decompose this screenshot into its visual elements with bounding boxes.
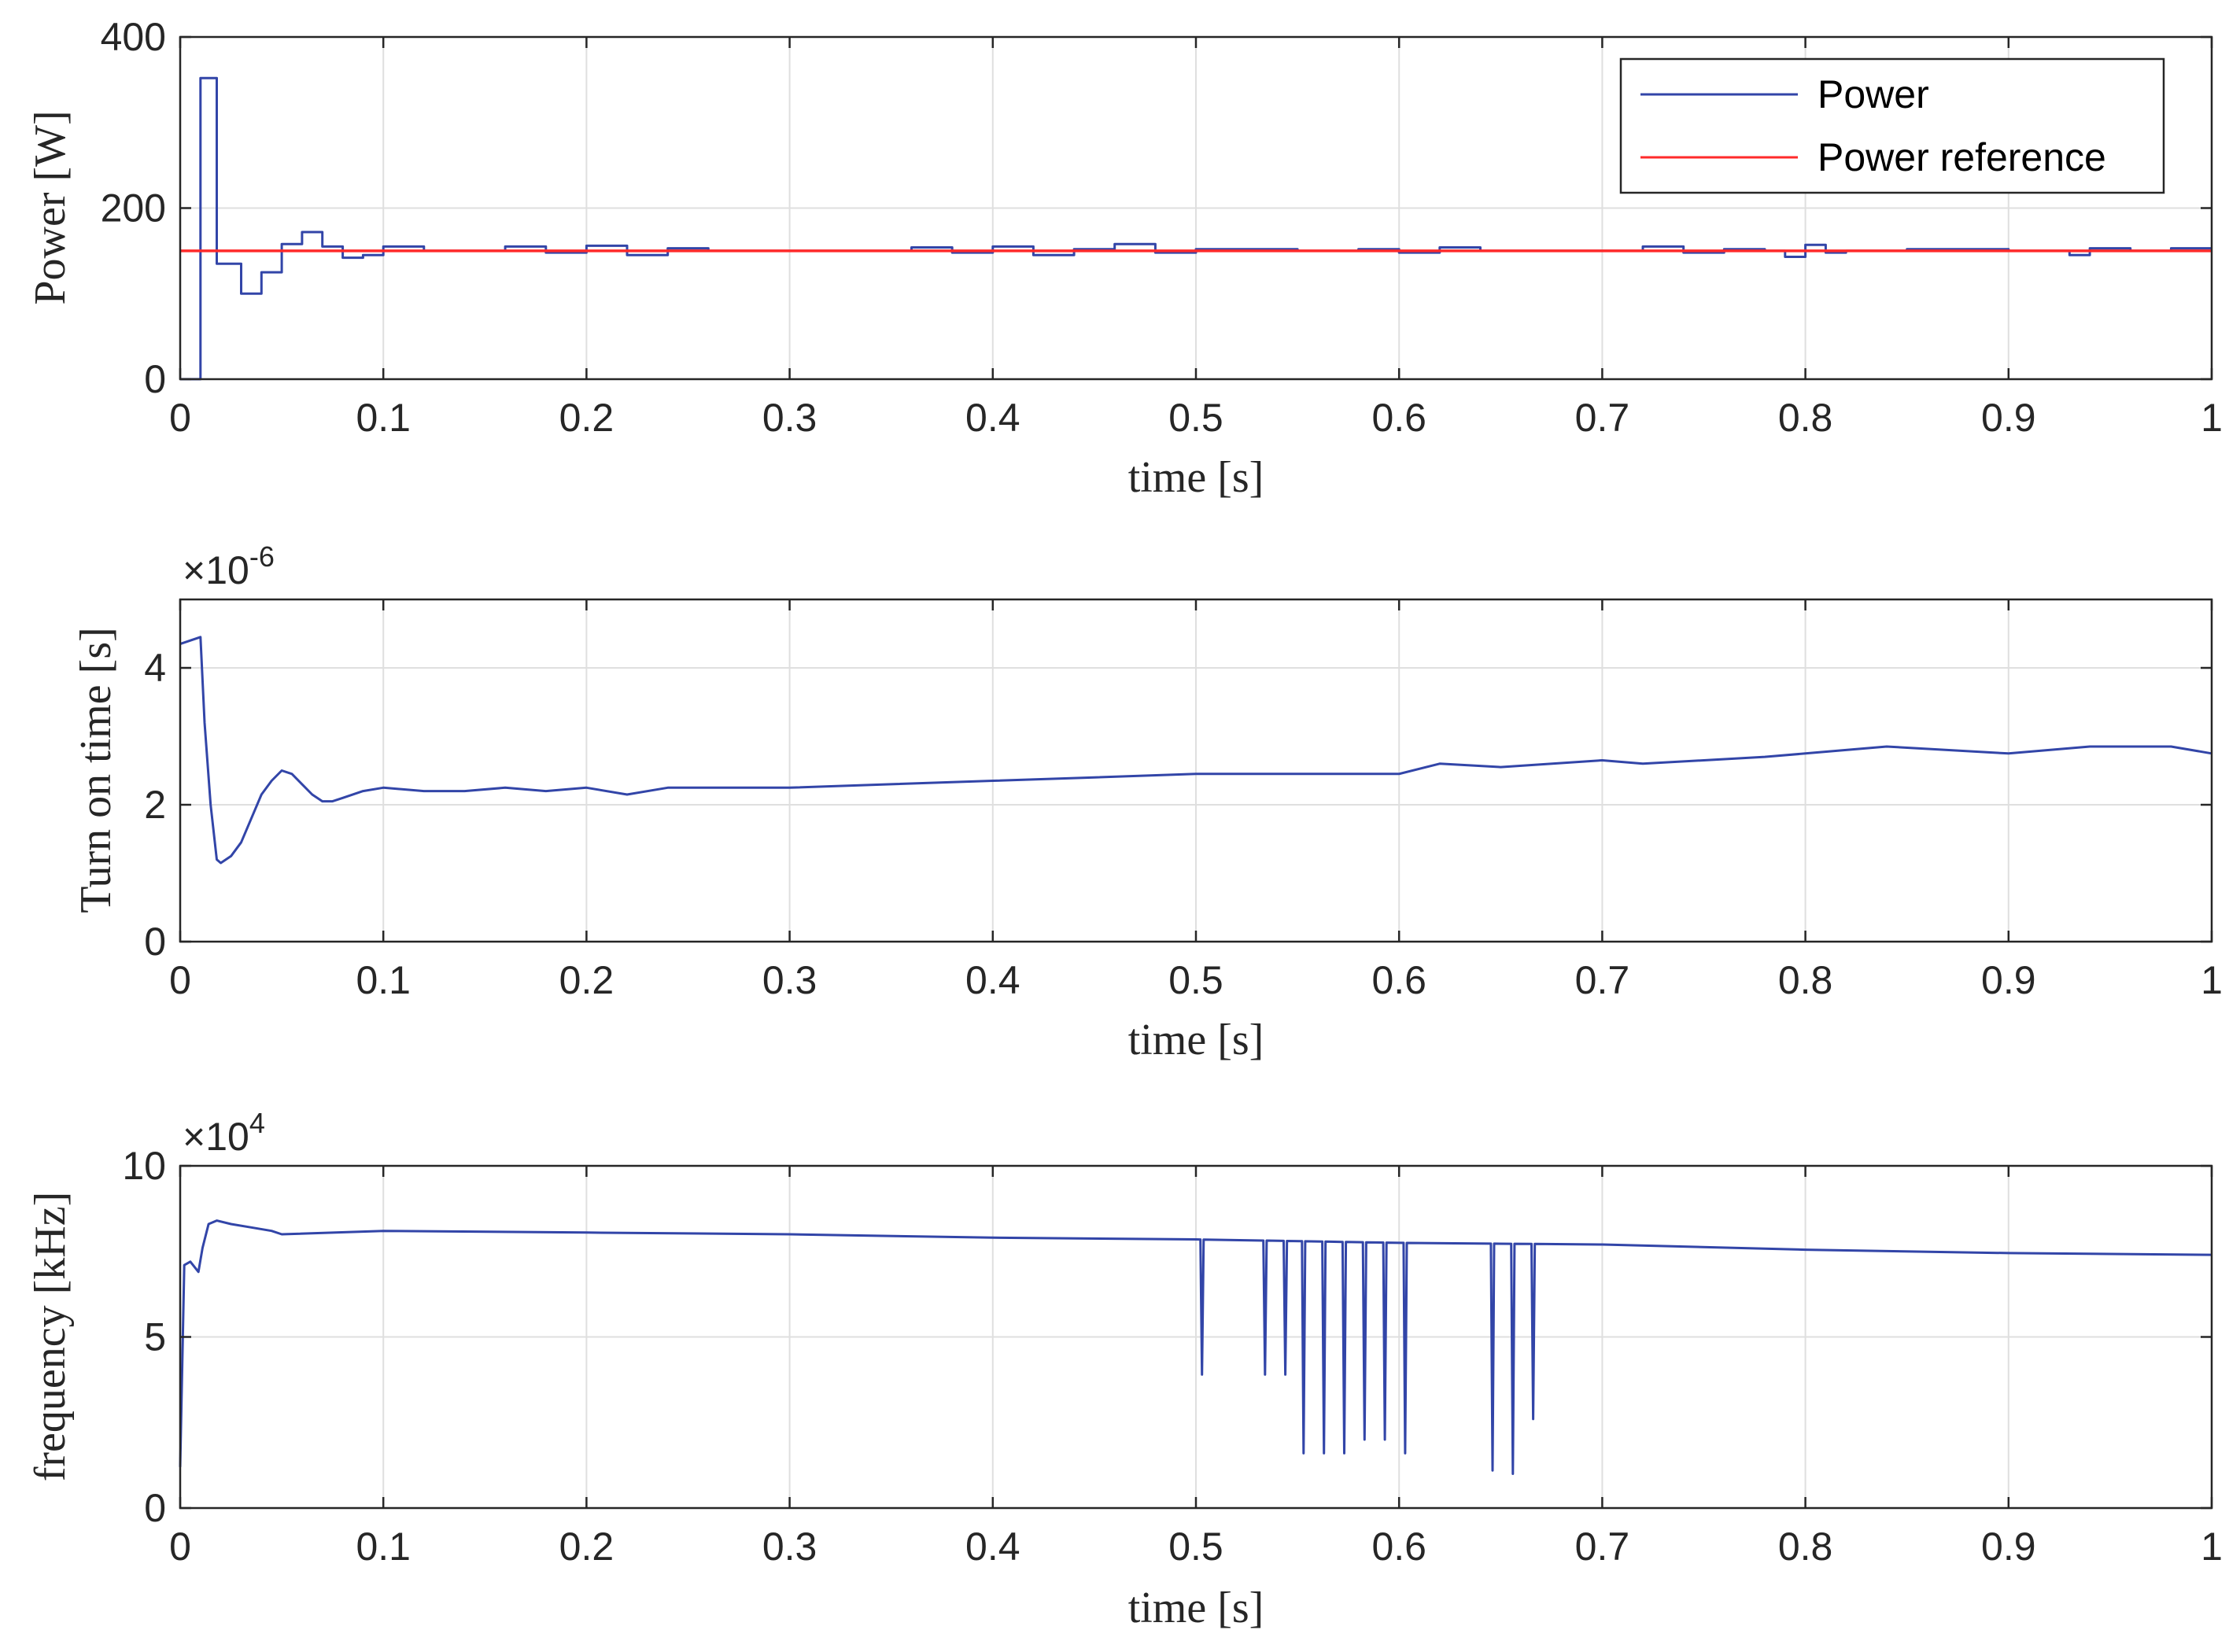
x-tick-label: 1	[2201, 396, 2223, 440]
series-line-turn-on-time	[179, 636, 2212, 865]
panel-power: 0 0.1 0.2 0.3 0.4 0.5 0.6 0.7 0.8 0.9 1 0 200 400 tim…	[26, 15, 2223, 502]
legend-box	[1619, 57, 2165, 194]
x-tick-label: 0.1	[356, 396, 411, 440]
xlabel-power: time [s]	[1128, 453, 1264, 502]
plot-lines-turn-on-time	[179, 636, 2212, 865]
plot-lines-power	[180, 76, 2212, 381]
x-tick-label: 0.9	[1981, 1525, 2036, 1569]
plot-lines-frequency	[179, 1219, 2212, 1475]
y-tick-label: 4	[144, 646, 166, 690]
ylabel-turn-on-time: Turn on time [s]	[72, 627, 120, 913]
y-tick-label: 400	[101, 15, 166, 59]
legend-label-reference: Power reference	[1818, 135, 2106, 179]
x-tick-label: 0.3	[762, 1525, 817, 1569]
x-tick-label: 0.1	[356, 958, 411, 1002]
x-tick-label: 0.5	[1168, 1525, 1223, 1569]
x-tick-label: 0.7	[1575, 958, 1630, 1002]
x-tick-label: 1	[2201, 1525, 2223, 1569]
y-tick-label: 2	[144, 783, 166, 827]
x-tick-label: 0.4	[965, 1525, 1020, 1569]
x-tick-label: 0.5	[1168, 396, 1223, 440]
x-tick-label: 0.4	[965, 958, 1020, 1002]
x-tick-label: 0.3	[762, 958, 817, 1002]
exponent-label-frequency: ×104	[183, 1107, 265, 1159]
y-tick-label: 0	[144, 357, 166, 401]
x-tick-label: 0.5	[1168, 958, 1223, 1002]
y-tick-label: 0	[144, 920, 166, 964]
x-tick-label: 0.3	[762, 396, 817, 440]
x-tick-label: 0.6	[1371, 1525, 1426, 1569]
ylabel-power: Power [W]	[26, 110, 75, 304]
x-tick-label: 0.7	[1575, 396, 1630, 440]
y-tick-label: 0	[144, 1486, 166, 1530]
panel-turn-on-time: 0 0.1 0.2 0.3 0.4 0.5 0.6 0.7 0.8 0.9 1 0 2 4 ×10-6 t…	[72, 540, 2223, 1064]
exponent-label-turn-on-time: ×10-6	[183, 540, 275, 592]
series-line-frequency	[179, 1219, 2212, 1475]
legend-label-power: Power	[1818, 72, 1929, 116]
x-tick-label: 0	[169, 396, 191, 440]
x-tick-label: 0.8	[1778, 1525, 1833, 1569]
grid-turn-on-time	[179, 599, 2212, 942]
y-tick-label: 5	[144, 1315, 166, 1359]
legend: Power Power reference	[1619, 57, 2165, 194]
x-tick-label: 0.9	[1981, 396, 2036, 440]
y-tick-label: 10	[122, 1144, 166, 1188]
x-tick-label: 0	[169, 958, 191, 1002]
x-tick-label: 0.9	[1981, 958, 2036, 1002]
x-tick-label: 0.2	[559, 396, 614, 440]
ylabel-frequency: frequency [kHz]	[26, 1192, 75, 1481]
x-tick-label: 0	[169, 1525, 191, 1569]
x-tick-label: 0.2	[559, 958, 614, 1002]
x-tick-label: 0.6	[1371, 396, 1426, 440]
x-tick-label: 0.8	[1778, 958, 1833, 1002]
xlabel-turn-on-time: time [s]	[1128, 1016, 1264, 1064]
ticks-power: 0 0.1 0.2 0.3 0.4 0.5 0.6 0.7 0.8 0.9 1 0 200 400	[101, 15, 2223, 440]
x-tick-label: 0.7	[1575, 1525, 1630, 1569]
x-tick-label: 1	[2201, 958, 2223, 1002]
x-tick-label: 0.6	[1371, 958, 1426, 1002]
grid-frequency	[179, 1165, 2212, 1509]
x-tick-label: 0.8	[1778, 396, 1833, 440]
ticks-turn-on-time: 0 0.1 0.2 0.3 0.4 0.5 0.6 0.7 0.8 0.9 1 0 2 4	[144, 599, 2223, 1002]
x-tick-label: 0.2	[559, 1525, 614, 1569]
x-tick-label: 0.4	[965, 396, 1020, 440]
y-tick-label: 200	[101, 186, 166, 230]
xlabel-frequency: time [s]	[1128, 1584, 1264, 1632]
x-tick-label: 0.1	[356, 1525, 411, 1569]
